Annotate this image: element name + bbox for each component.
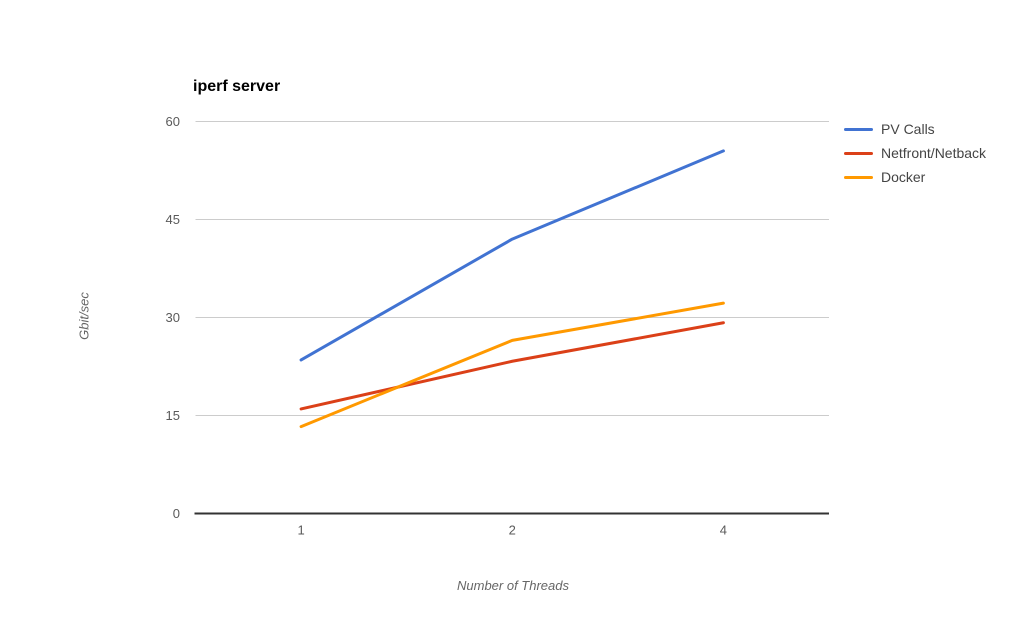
legend-item-netfront-netback: Netfront/Netback bbox=[844, 141, 986, 165]
legend-label: Docker bbox=[881, 169, 926, 185]
y-axis-title: Gbit/sec bbox=[76, 292, 92, 340]
legend-swatch-docker bbox=[844, 175, 873, 179]
legend-item-docker: Docker bbox=[844, 165, 986, 189]
legend-label: PV Calls bbox=[881, 121, 935, 137]
legend-item-pv-calls: PV Calls bbox=[844, 117, 986, 141]
y-tick-label: 0 bbox=[173, 506, 180, 521]
series-line-docker bbox=[299, 301, 725, 429]
legend: PV Calls Netfront/Netback Docker bbox=[844, 117, 986, 189]
x-axis-title: Number of Threads bbox=[457, 578, 569, 593]
y-tick-label: 15 bbox=[166, 408, 180, 423]
legend-label: Netfront/Netback bbox=[881, 145, 987, 161]
x-tick-label: 2 bbox=[509, 523, 516, 538]
series-line-pv-calls bbox=[299, 149, 725, 362]
chart-title: iperf server bbox=[193, 78, 281, 95]
series-line-netfront-netback bbox=[299, 321, 725, 411]
x-tick-label: 4 bbox=[720, 523, 727, 538]
legend-swatch-netfront-netback bbox=[844, 151, 873, 155]
y-tick-label: 45 bbox=[166, 212, 180, 227]
x-tick-label: 1 bbox=[297, 523, 304, 538]
y-tick-label: 30 bbox=[166, 310, 180, 325]
y-tick-label: 60 bbox=[166, 114, 180, 129]
legend-swatch-pv-calls bbox=[844, 127, 873, 131]
